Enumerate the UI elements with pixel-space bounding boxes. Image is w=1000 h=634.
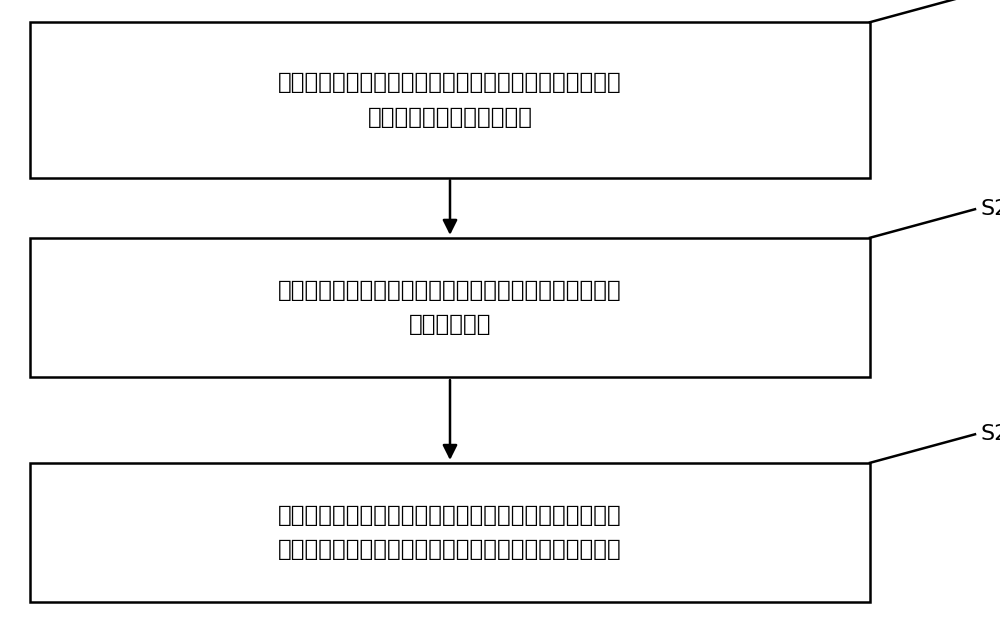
- Text: 口的回波信号: 口的回波信号: [409, 313, 491, 337]
- Text: S204: S204: [980, 199, 1000, 219]
- Text: 对单脉冲发射信号在每个接收窗口的回波信号进行归一化: 对单脉冲发射信号在每个接收窗口的回波信号进行归一化: [278, 503, 622, 527]
- Bar: [30, 238, 870, 377]
- Text: 由每组每个接收窗口的回波信号表达式联立为矩阵表达式: 由每组每个接收窗口的回波信号表达式联立为矩阵表达式: [278, 71, 622, 94]
- Text: S202: S202: [980, 0, 1000, 4]
- Text: 求解回波表达式矩阵，得到单脉冲发射信号在每个接收窗: 求解回波表达式矩阵，得到单脉冲发射信号在每个接收窗: [278, 278, 622, 302]
- Bar: [30, 22, 870, 178]
- Bar: [30, 463, 870, 602]
- Text: ，获得回波信号表达式矩阵: ，获得回波信号表达式矩阵: [367, 106, 532, 129]
- Text: 处理，得到经过均衡处理后的单脉冲发射信号的回波信号: 处理，得到经过均衡处理后的单脉冲发射信号的回波信号: [278, 538, 622, 562]
- Text: S206: S206: [980, 424, 1000, 444]
